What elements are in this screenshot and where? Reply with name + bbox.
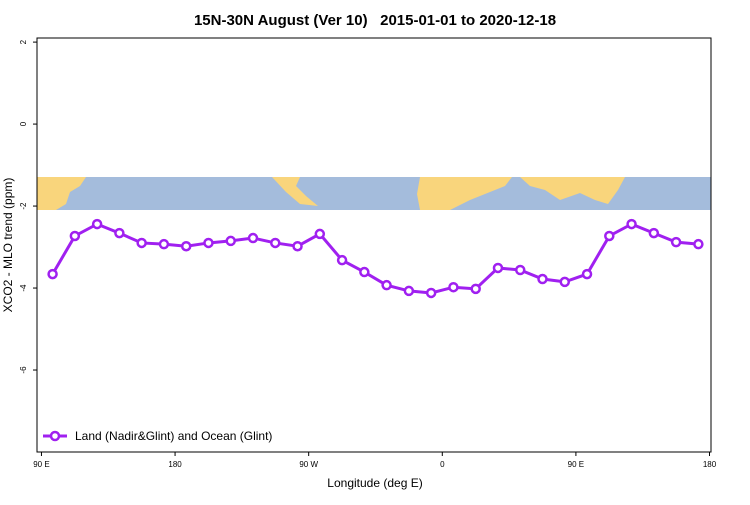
x-tick-label: 0	[440, 460, 445, 469]
x-tick-label: 90 W	[299, 460, 318, 469]
point	[359, 266, 370, 278]
point	[403, 285, 415, 297]
plot-frame	[36, 37, 712, 453]
point	[336, 254, 348, 266]
chart-title: 15N-30N August (Ver 10) 2015-01-01 to 20…	[194, 12, 556, 29]
point	[225, 235, 236, 247]
y-tick-label: -6	[19, 366, 28, 374]
map-band	[37, 177, 711, 210]
point	[47, 268, 58, 280]
point	[158, 238, 170, 250]
y-tick-label: -2	[19, 202, 28, 210]
x-tick-label: 90 E	[568, 460, 584, 469]
point	[136, 237, 147, 249]
y-axis-label: XCO2 - MLO trend (ppm)	[1, 178, 15, 313]
legend-marker	[49, 430, 61, 442]
point	[537, 273, 548, 285]
point	[91, 218, 103, 230]
point	[604, 230, 615, 242]
point	[292, 240, 303, 252]
point	[492, 262, 504, 274]
point	[514, 264, 526, 276]
point	[203, 237, 214, 249]
y-tick-label: 2	[19, 39, 28, 44]
x-tick-label: 90 E	[33, 460, 49, 469]
point	[559, 276, 571, 288]
series-line	[51, 222, 699, 295]
x-tick-label: 180	[168, 460, 182, 469]
point	[648, 227, 660, 239]
x-axis-label: Longitude (deg E)	[327, 476, 422, 490]
y-tick-label: -4	[19, 284, 28, 292]
point	[470, 283, 481, 295]
point	[381, 279, 392, 291]
point	[247, 232, 259, 244]
x-tick-label: 180	[703, 460, 717, 469]
point	[626, 218, 637, 230]
point	[180, 240, 192, 252]
point	[425, 287, 437, 299]
y-tick-label: 0	[19, 121, 28, 126]
point	[693, 238, 704, 250]
point	[314, 228, 326, 240]
point	[69, 230, 81, 242]
point	[448, 281, 459, 293]
point	[670, 236, 682, 248]
legend-label: Land (Nadir&Glint) and Ocean (Glint)	[75, 429, 272, 443]
point	[270, 237, 281, 249]
point	[114, 227, 125, 239]
point	[581, 268, 593, 280]
